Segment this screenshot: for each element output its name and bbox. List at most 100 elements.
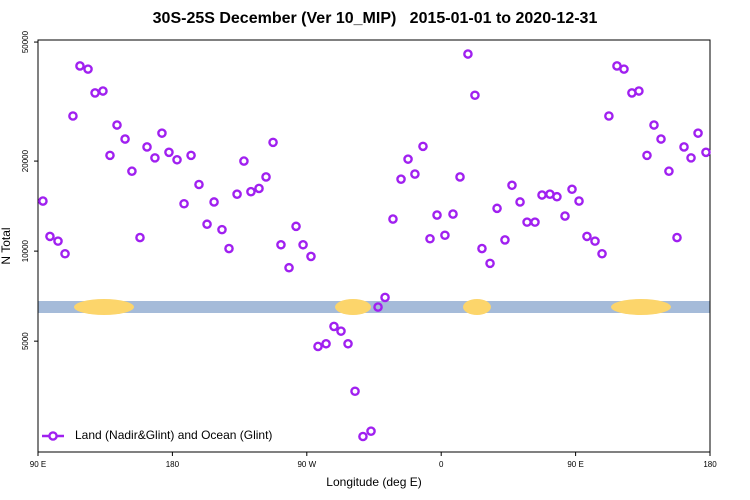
data-point xyxy=(142,142,152,152)
data-point xyxy=(298,239,308,250)
y-tick-label: 20000 xyxy=(21,149,30,172)
data-point xyxy=(634,86,644,96)
data-point xyxy=(120,134,130,144)
data-point xyxy=(313,341,323,352)
data-point xyxy=(261,172,271,182)
data-point xyxy=(112,120,122,130)
x-tick-label: 90 W xyxy=(297,460,316,469)
data-point xyxy=(679,142,689,152)
data-point xyxy=(560,211,570,221)
data-point xyxy=(38,196,48,206)
data-point xyxy=(157,128,167,138)
data-point xyxy=(217,224,227,235)
data-point xyxy=(500,235,510,245)
x-tick-label: 90 E xyxy=(30,460,46,469)
y-tick-label: 10000 xyxy=(21,239,30,262)
data-point xyxy=(574,196,584,206)
x-tick-label: 180 xyxy=(703,460,717,469)
data-point xyxy=(380,292,390,303)
data-point xyxy=(590,236,600,246)
y-axis-label: N Total xyxy=(0,227,13,264)
land-patch xyxy=(335,299,371,315)
data-point xyxy=(150,153,160,163)
data-point xyxy=(649,120,659,130)
data-point xyxy=(358,431,368,442)
data-point xyxy=(284,262,294,273)
data-point xyxy=(604,111,614,121)
data-point xyxy=(209,197,219,207)
data-point xyxy=(440,230,450,241)
data-point xyxy=(396,174,406,184)
data-point xyxy=(276,239,286,250)
data-point xyxy=(619,64,629,74)
data-point xyxy=(321,338,331,349)
data-point xyxy=(172,154,182,165)
data-point xyxy=(388,214,398,224)
data-point xyxy=(448,209,458,219)
data-point xyxy=(403,154,413,164)
legend-marker xyxy=(48,431,58,441)
plot-frame xyxy=(37,39,711,453)
data-point xyxy=(432,210,442,220)
land-patch xyxy=(74,299,134,315)
data-point xyxy=(268,137,278,148)
data-point xyxy=(373,302,383,312)
x-axis-label: Longitude (deg E) xyxy=(326,475,421,489)
data-point xyxy=(194,179,204,190)
data-point xyxy=(68,111,78,121)
data-point xyxy=(582,231,592,242)
data-point xyxy=(164,147,174,158)
data-point xyxy=(701,147,711,158)
data-point xyxy=(597,248,607,259)
data-point xyxy=(343,338,353,349)
data-point xyxy=(224,243,234,254)
data-point xyxy=(254,183,264,194)
data-point xyxy=(492,203,502,214)
data-point xyxy=(693,128,703,138)
data-point xyxy=(425,233,435,244)
data-point xyxy=(202,219,212,230)
x-tick-label: 180 xyxy=(166,460,180,469)
data-point xyxy=(507,180,517,191)
data-point xyxy=(127,166,137,177)
data-point xyxy=(186,150,196,161)
data-point xyxy=(366,426,376,436)
data-point xyxy=(656,134,666,144)
data-point xyxy=(246,186,256,197)
data-point xyxy=(530,217,540,227)
data-point xyxy=(53,236,63,246)
data-point xyxy=(306,251,316,262)
data-point xyxy=(664,166,674,177)
data-point xyxy=(83,64,93,74)
land-patch xyxy=(463,299,491,315)
data-point xyxy=(537,190,547,200)
x-tick-label: 90 E xyxy=(567,460,583,469)
data-point xyxy=(232,189,242,199)
data-point xyxy=(329,321,339,332)
data-point xyxy=(291,221,301,232)
data-point xyxy=(485,258,495,269)
data-point xyxy=(75,61,85,71)
data-point xyxy=(552,191,562,202)
data-point xyxy=(672,232,682,243)
data-point xyxy=(567,184,577,195)
data-point xyxy=(455,172,465,182)
data-point xyxy=(463,49,473,59)
y-tick-label: 5000 xyxy=(21,332,30,350)
data-point xyxy=(642,150,652,161)
chart-title: 30S-25S December (Ver 10_MIP) 2015-01-01… xyxy=(153,10,598,27)
y-tick-label: 50000 xyxy=(21,30,30,53)
data-point xyxy=(515,197,525,207)
data-point xyxy=(336,326,346,336)
data-point xyxy=(98,86,108,96)
data-point xyxy=(418,141,428,152)
data-point xyxy=(60,248,70,259)
data-point xyxy=(45,231,55,242)
data-point xyxy=(179,198,189,209)
data-point xyxy=(410,169,420,179)
data-point xyxy=(470,90,480,101)
data-point xyxy=(239,156,249,166)
x-tick-label: 0 xyxy=(439,460,444,469)
data-point xyxy=(105,150,115,161)
